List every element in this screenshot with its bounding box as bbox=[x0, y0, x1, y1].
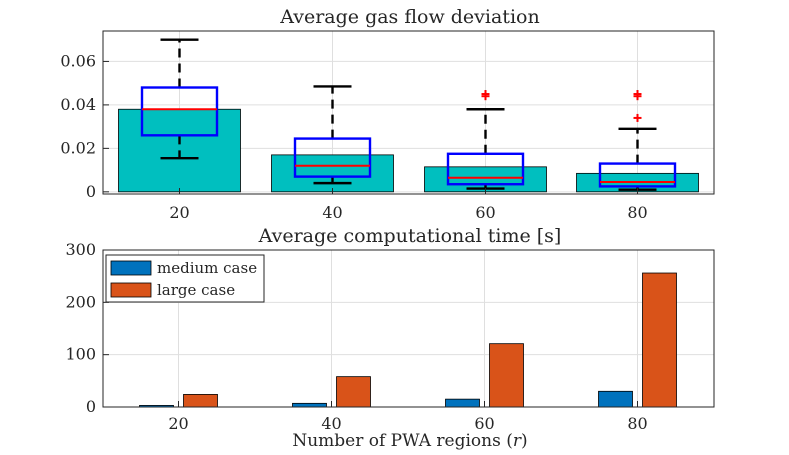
box-40 bbox=[293, 137, 372, 178]
box-20 bbox=[140, 86, 219, 137]
chart1-y-tick-label-0.04: 0.04 bbox=[60, 95, 96, 114]
chart2-title: Average computational time [s] bbox=[258, 225, 562, 247]
chart2-x-axis-label: Number of PWA regions (r) bbox=[292, 431, 527, 451]
outlier-80-0 bbox=[633, 113, 642, 122]
box-60 bbox=[446, 152, 525, 186]
chart2-x-tick-label-60: 60 bbox=[474, 414, 494, 433]
chart1-title: Average gas flow deviation bbox=[279, 6, 539, 28]
large-case-bar-80 bbox=[642, 272, 677, 408]
legend-swatch-medium-case bbox=[110, 260, 152, 276]
chart1-y-tick-label-0.02: 0.02 bbox=[60, 138, 96, 157]
chart2-y-tick-label-0: 0 bbox=[86, 397, 96, 416]
computational-time-chart: Average computational time [s] 0 100 200 30… bbox=[65, 225, 715, 451]
legend-label-medium-case: medium case bbox=[157, 259, 257, 277]
medium-case-bar-60 bbox=[445, 398, 480, 408]
chart1-x-tick-label-60: 60 bbox=[475, 203, 495, 222]
legend-swatch-large-case bbox=[110, 282, 152, 298]
chart1-y-tick-label-0.06: 0.06 bbox=[60, 51, 96, 70]
chart1-boxplots bbox=[140, 38, 677, 191]
medium-case-bar-80 bbox=[598, 390, 633, 408]
legend-label-large-case: large case bbox=[157, 281, 235, 299]
chart1-axes-box bbox=[102, 30, 715, 195]
chart1-y-tick-label-0: 0 bbox=[86, 182, 96, 201]
medium-case-bar-40 bbox=[292, 402, 327, 408]
bar-40 bbox=[271, 154, 394, 193]
chart1-bars bbox=[118, 108, 699, 193]
chart2-y-tick-label-200: 200 bbox=[65, 292, 96, 311]
chart2-x-tick-label-80: 80 bbox=[627, 414, 647, 433]
chart1-x-tick-label-80: 80 bbox=[627, 203, 647, 222]
chart1-x-tick-label-20: 20 bbox=[169, 203, 189, 222]
chart2-legend: medium case large case bbox=[105, 254, 265, 303]
large-case-bar-20 bbox=[183, 394, 218, 408]
chart2-x-tick-label-40: 40 bbox=[321, 414, 341, 433]
outlier-80-2 bbox=[633, 90, 642, 99]
large-case-bar-60 bbox=[489, 343, 524, 408]
chart1-x-ticks: 20 40 60 80 bbox=[169, 188, 648, 222]
gas-flow-deviation-chart: Average gas flow deviation 0 0.02 0.04 0.06… bbox=[60, 6, 715, 222]
chart1-x-tick-label-40: 40 bbox=[322, 203, 342, 222]
chart2-y-tick-label-100: 100 bbox=[65, 345, 96, 364]
chart2-axes-box bbox=[102, 249, 715, 408]
chart2-y-tick-label-300: 300 bbox=[65, 240, 96, 259]
large-case-bar-40 bbox=[336, 376, 371, 408]
chart2-x-tick-label-20: 20 bbox=[168, 414, 188, 433]
box-80 bbox=[598, 162, 677, 188]
chart2-x-ticks: 20 40 60 80 bbox=[168, 401, 648, 433]
chart1-y-ticks: 0 0.02 0.04 0.06 bbox=[60, 51, 109, 201]
outlier-60-1 bbox=[481, 90, 490, 99]
chart2-bars bbox=[139, 272, 677, 408]
